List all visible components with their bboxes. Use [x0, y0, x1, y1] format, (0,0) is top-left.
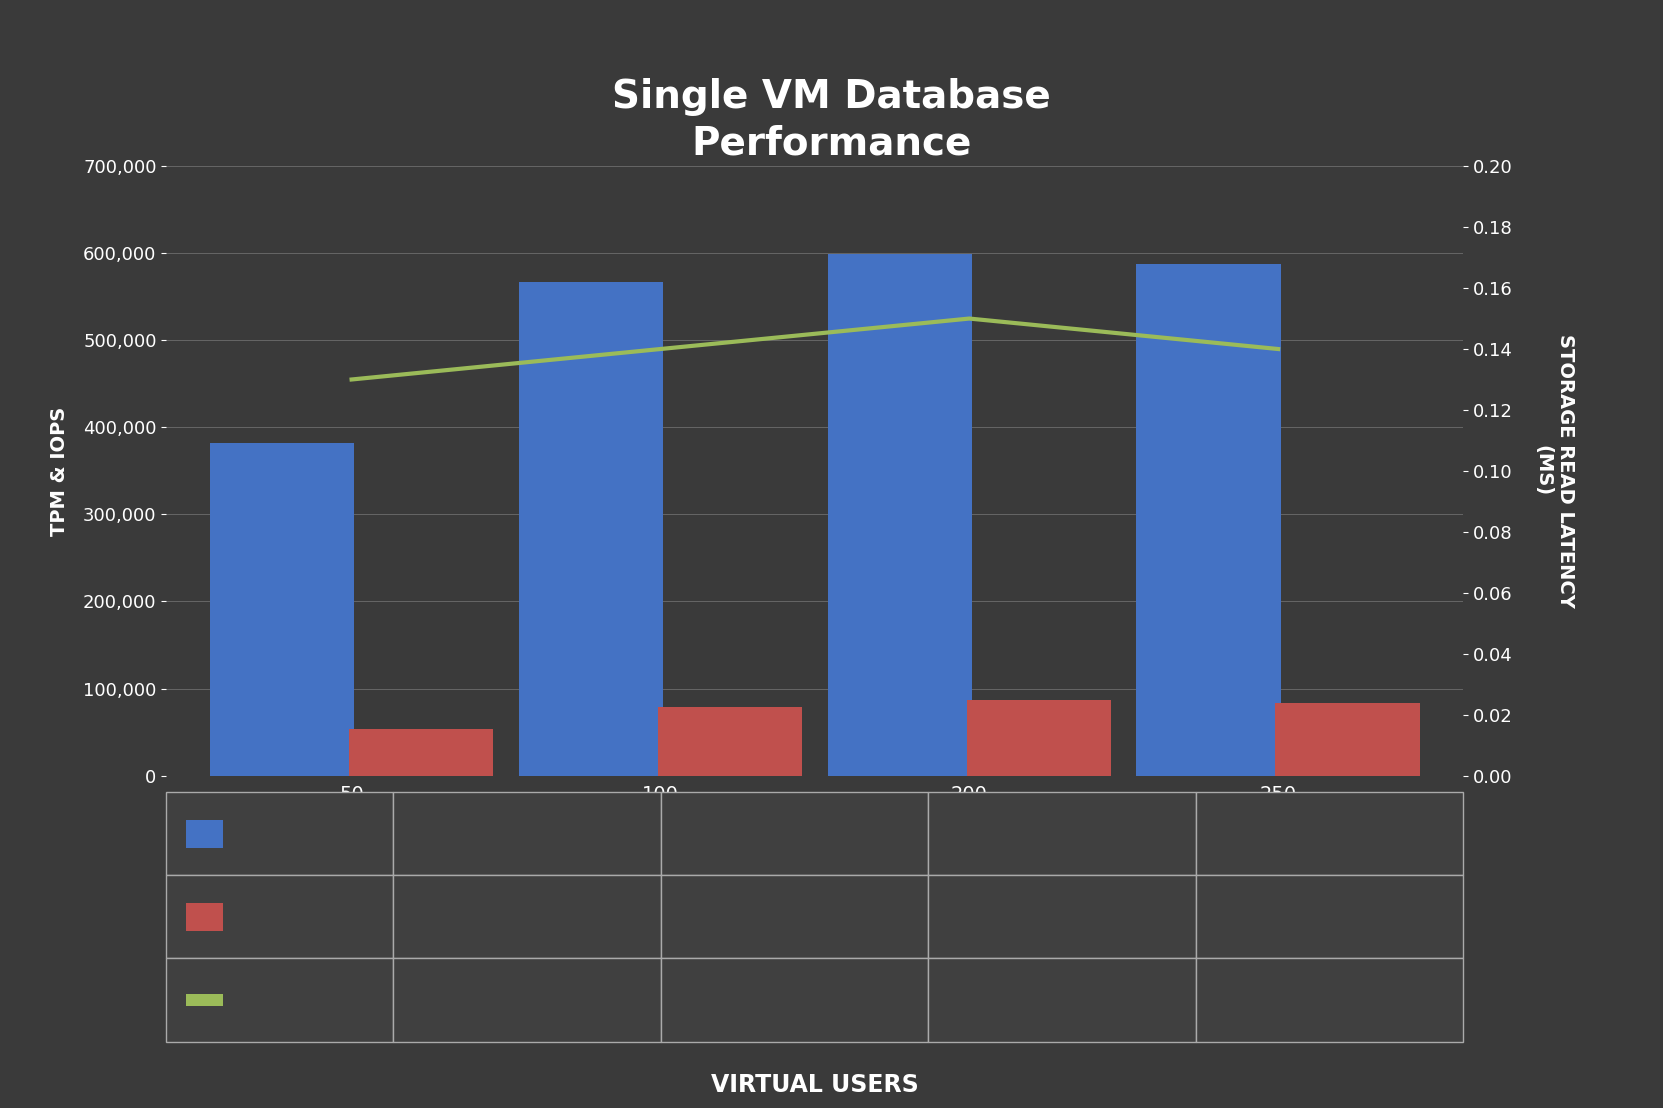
Text: 567,349: 567,349 — [757, 824, 832, 843]
Text: 0.15: 0.15 — [1043, 991, 1083, 1009]
Text: 0.14: 0.14 — [1310, 991, 1350, 1009]
Text: Single VM Database
Performance: Single VM Database Performance — [612, 78, 1051, 163]
Text: TPM: TPM — [236, 824, 276, 843]
Text: VIRTUAL USERS: VIRTUAL USERS — [712, 1073, 918, 1097]
Bar — [1276, 704, 1420, 776]
Bar — [1136, 265, 1281, 776]
Bar — [210, 443, 354, 776]
Bar — [659, 707, 802, 776]
Bar — [966, 700, 1111, 776]
Text: 53,100: 53,100 — [496, 907, 559, 926]
Text: 0.13: 0.13 — [507, 991, 547, 1009]
Text: 381,917: 381,917 — [491, 824, 564, 843]
Text: 598,783: 598,783 — [1024, 824, 1099, 843]
Y-axis label: STORAGE READ LATENCY
(MS): STORAGE READ LATENCY (MS) — [1533, 334, 1575, 608]
Text: 83,200: 83,200 — [1299, 907, 1360, 926]
Y-axis label: TPM & IOPS: TPM & IOPS — [50, 407, 70, 535]
Text: Read_lat
(ms): Read_lat (ms) — [236, 981, 316, 1019]
Bar — [828, 255, 971, 776]
Text: 79,000: 79,000 — [763, 907, 827, 926]
Bar — [349, 729, 494, 776]
Text: 587,299: 587,299 — [1292, 824, 1367, 843]
Text: 0.14: 0.14 — [775, 991, 815, 1009]
Text: 86,900: 86,900 — [1031, 907, 1093, 926]
Bar — [519, 281, 664, 776]
Text: IOPS: IOPS — [236, 907, 281, 926]
